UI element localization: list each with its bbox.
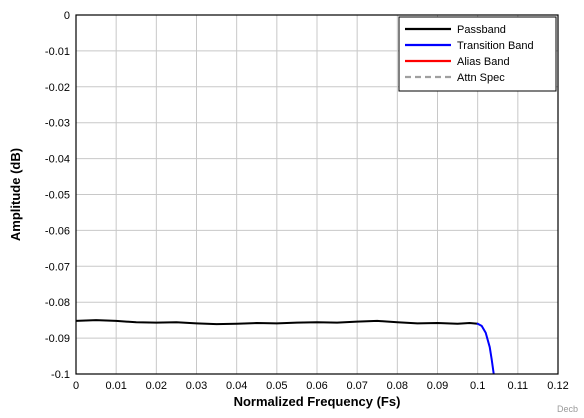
legend-label: Transition Band xyxy=(457,40,534,52)
x-tick-label: 0 xyxy=(73,380,79,392)
plot-series xyxy=(76,319,495,374)
x-tick-label: 0.05 xyxy=(266,380,287,392)
y-axis-title: Amplitude (dB) xyxy=(8,148,23,241)
x-tick-label: 0.11 xyxy=(508,380,529,392)
x-tick-label: 0.09 xyxy=(427,380,448,392)
y-tick-label: -0.06 xyxy=(45,225,70,237)
x-tick-labels: 0 0.01 0.02 0.03 0.04 0.05 0.06 0.07 0.08 0.09 0.1… xyxy=(73,380,569,392)
x-tick-label: 0.01 xyxy=(105,380,126,392)
x-axis-title: Normalized Frequency (Fs) xyxy=(234,394,401,409)
y-tick-label: -0.1 xyxy=(51,369,70,381)
legend-label: Attn Spec xyxy=(457,72,505,84)
y-tick-label: -0.08 xyxy=(45,297,70,309)
y-tick-labels: 0 -0.01 -0.02 -0.03 -0.04 -0.05 -0.06 -0.07 -0.0… xyxy=(45,10,70,381)
y-tick-label: 0 xyxy=(64,10,70,22)
legend-label: Alias Band xyxy=(457,56,510,68)
y-tick-label: -0.09 xyxy=(45,333,70,345)
x-tick-label: 0.02 xyxy=(146,380,167,392)
x-tick-label: 0.08 xyxy=(387,380,408,392)
y-tick-label: -0.03 xyxy=(45,118,70,130)
y-tick-label: -0.07 xyxy=(45,261,70,273)
x-tick-label: 0.04 xyxy=(226,380,247,392)
x-tick-label: 0.03 xyxy=(186,380,207,392)
series-line-passband xyxy=(76,319,479,326)
y-tick-label: -0.05 xyxy=(45,190,70,202)
legend: Passband Transition Band Alias Band Attn Sp… xyxy=(398,16,557,92)
y-tick-label: -0.04 xyxy=(45,154,70,166)
x-tick-label: 0.12 xyxy=(547,380,568,392)
x-tick-label: 0.1 xyxy=(470,380,485,392)
series-line-transition-band xyxy=(476,322,495,374)
x-tick-label: 0.06 xyxy=(306,380,327,392)
y-tick-label: -0.01 xyxy=(45,46,70,58)
legend-label: Passband xyxy=(457,24,506,36)
plot-frame xyxy=(75,14,559,375)
watermark-text: Decb xyxy=(557,404,578,414)
grid-lines xyxy=(75,14,559,375)
y-tick-label: -0.02 xyxy=(45,82,70,94)
x-tick-label: 0.07 xyxy=(346,380,367,392)
